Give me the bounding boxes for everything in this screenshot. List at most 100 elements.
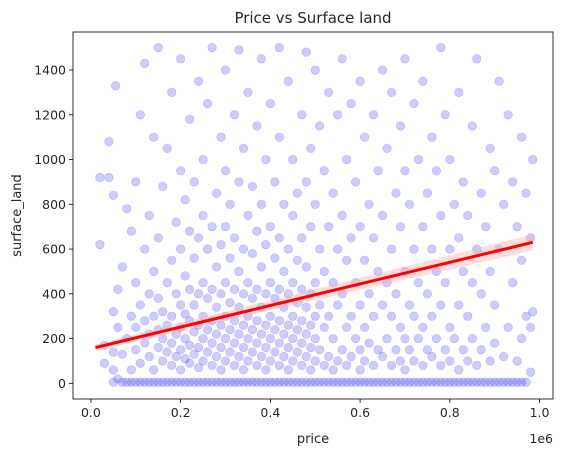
y-axis-ticks: 0 200 400 600 800 1000 1200 1400 bbox=[34, 63, 73, 391]
scatter-point bbox=[368, 233, 379, 243]
scatter-point bbox=[216, 320, 226, 330]
scatter-point bbox=[418, 377, 428, 387]
scatter-point bbox=[158, 356, 168, 366]
scatter-point bbox=[198, 356, 208, 366]
scatter-point bbox=[185, 377, 195, 387]
scatter-point bbox=[283, 244, 293, 254]
scatter-point bbox=[409, 99, 419, 109]
scatter-point bbox=[315, 121, 325, 131]
scatter-point bbox=[243, 356, 253, 366]
scatter-point bbox=[472, 244, 482, 254]
scatter-point bbox=[211, 262, 222, 272]
scatter-point bbox=[516, 333, 527, 344]
scatter-point bbox=[283, 365, 293, 375]
y-tick-label: 1400 bbox=[34, 63, 66, 78]
scatter-point bbox=[225, 199, 235, 209]
scatter-point bbox=[310, 333, 320, 344]
scatter-point bbox=[458, 177, 468, 187]
scatter-point bbox=[216, 365, 226, 375]
scatter-point bbox=[243, 87, 253, 98]
scatter-point bbox=[283, 342, 293, 353]
scatter-point bbox=[216, 377, 226, 387]
scatter-point bbox=[252, 360, 262, 371]
scatter-point bbox=[391, 377, 401, 387]
scatter-point bbox=[449, 377, 459, 387]
scatter-point bbox=[238, 365, 249, 375]
scatter-point bbox=[95, 239, 105, 250]
scatter-point bbox=[225, 298, 235, 308]
y-tick-label: 1200 bbox=[34, 107, 66, 122]
scatter-point bbox=[261, 377, 271, 387]
scatter-point bbox=[167, 377, 177, 387]
scatter-point bbox=[149, 132, 159, 142]
scatter-point bbox=[252, 284, 262, 294]
scatter-point bbox=[409, 244, 419, 254]
scatter-point bbox=[449, 333, 459, 344]
scatter-point bbox=[274, 132, 284, 142]
scatter-point bbox=[135, 377, 145, 387]
scatter-point bbox=[234, 377, 244, 387]
scatter-point bbox=[144, 210, 154, 221]
scatter-point bbox=[386, 377, 397, 387]
scatter-point bbox=[445, 377, 455, 387]
scatter-point bbox=[301, 302, 311, 312]
scatter-point bbox=[256, 351, 267, 362]
scatter-point bbox=[481, 322, 491, 332]
scatter-point bbox=[243, 210, 253, 221]
scatter-point bbox=[176, 365, 186, 375]
scatter-point bbox=[135, 358, 145, 368]
scatter-point bbox=[238, 244, 249, 254]
scatter-point bbox=[108, 190, 118, 200]
scatter-point bbox=[490, 300, 500, 310]
scatter-point bbox=[126, 365, 136, 375]
scatter-point bbox=[306, 342, 316, 353]
scatter-point bbox=[490, 338, 500, 348]
scatter-point bbox=[297, 110, 307, 120]
scatter-point bbox=[189, 327, 199, 337]
scatter-point bbox=[247, 347, 258, 357]
scatter-point bbox=[516, 255, 527, 265]
scatter-point bbox=[404, 199, 415, 209]
scatter-point bbox=[122, 204, 132, 214]
scatter-point bbox=[454, 233, 464, 243]
scatter-point bbox=[508, 377, 518, 387]
scatter-point bbox=[189, 349, 199, 359]
scatter-point bbox=[153, 377, 163, 387]
scatter-point bbox=[211, 302, 222, 312]
scatter-point bbox=[140, 377, 150, 387]
scatter-point bbox=[288, 311, 298, 321]
scatter-point bbox=[261, 154, 271, 165]
scatter-point bbox=[167, 255, 177, 265]
scatter-point bbox=[117, 377, 127, 387]
scatter-point bbox=[292, 325, 302, 335]
scatter-point bbox=[297, 377, 307, 387]
scatter-point bbox=[346, 311, 356, 321]
scatter-point bbox=[171, 289, 181, 299]
scatter-point bbox=[463, 356, 473, 366]
scatter-point bbox=[512, 356, 522, 366]
scatter-point bbox=[440, 278, 450, 288]
scatter-point bbox=[238, 289, 249, 299]
scatter-point bbox=[337, 54, 347, 64]
scatter-point bbox=[337, 210, 347, 221]
scatter-point bbox=[265, 356, 275, 366]
scatter-point bbox=[270, 325, 280, 335]
scatter-point bbox=[202, 244, 213, 254]
scatter-point bbox=[198, 377, 208, 387]
scatter-point bbox=[202, 347, 213, 357]
scatter-point bbox=[427, 311, 437, 321]
scatter-point bbox=[131, 278, 141, 288]
scatter-point bbox=[310, 278, 320, 288]
scatter-point bbox=[261, 289, 271, 299]
scatter-point bbox=[342, 255, 352, 265]
scatter-point bbox=[508, 177, 518, 187]
scatter-point bbox=[207, 360, 217, 371]
scatter-point bbox=[256, 54, 267, 64]
scatter-point bbox=[140, 58, 150, 68]
scatter-point bbox=[279, 351, 289, 362]
scatter-point bbox=[445, 322, 455, 332]
scatter-point bbox=[238, 342, 249, 353]
scatter-point bbox=[176, 345, 186, 355]
scatter-point bbox=[229, 284, 240, 294]
